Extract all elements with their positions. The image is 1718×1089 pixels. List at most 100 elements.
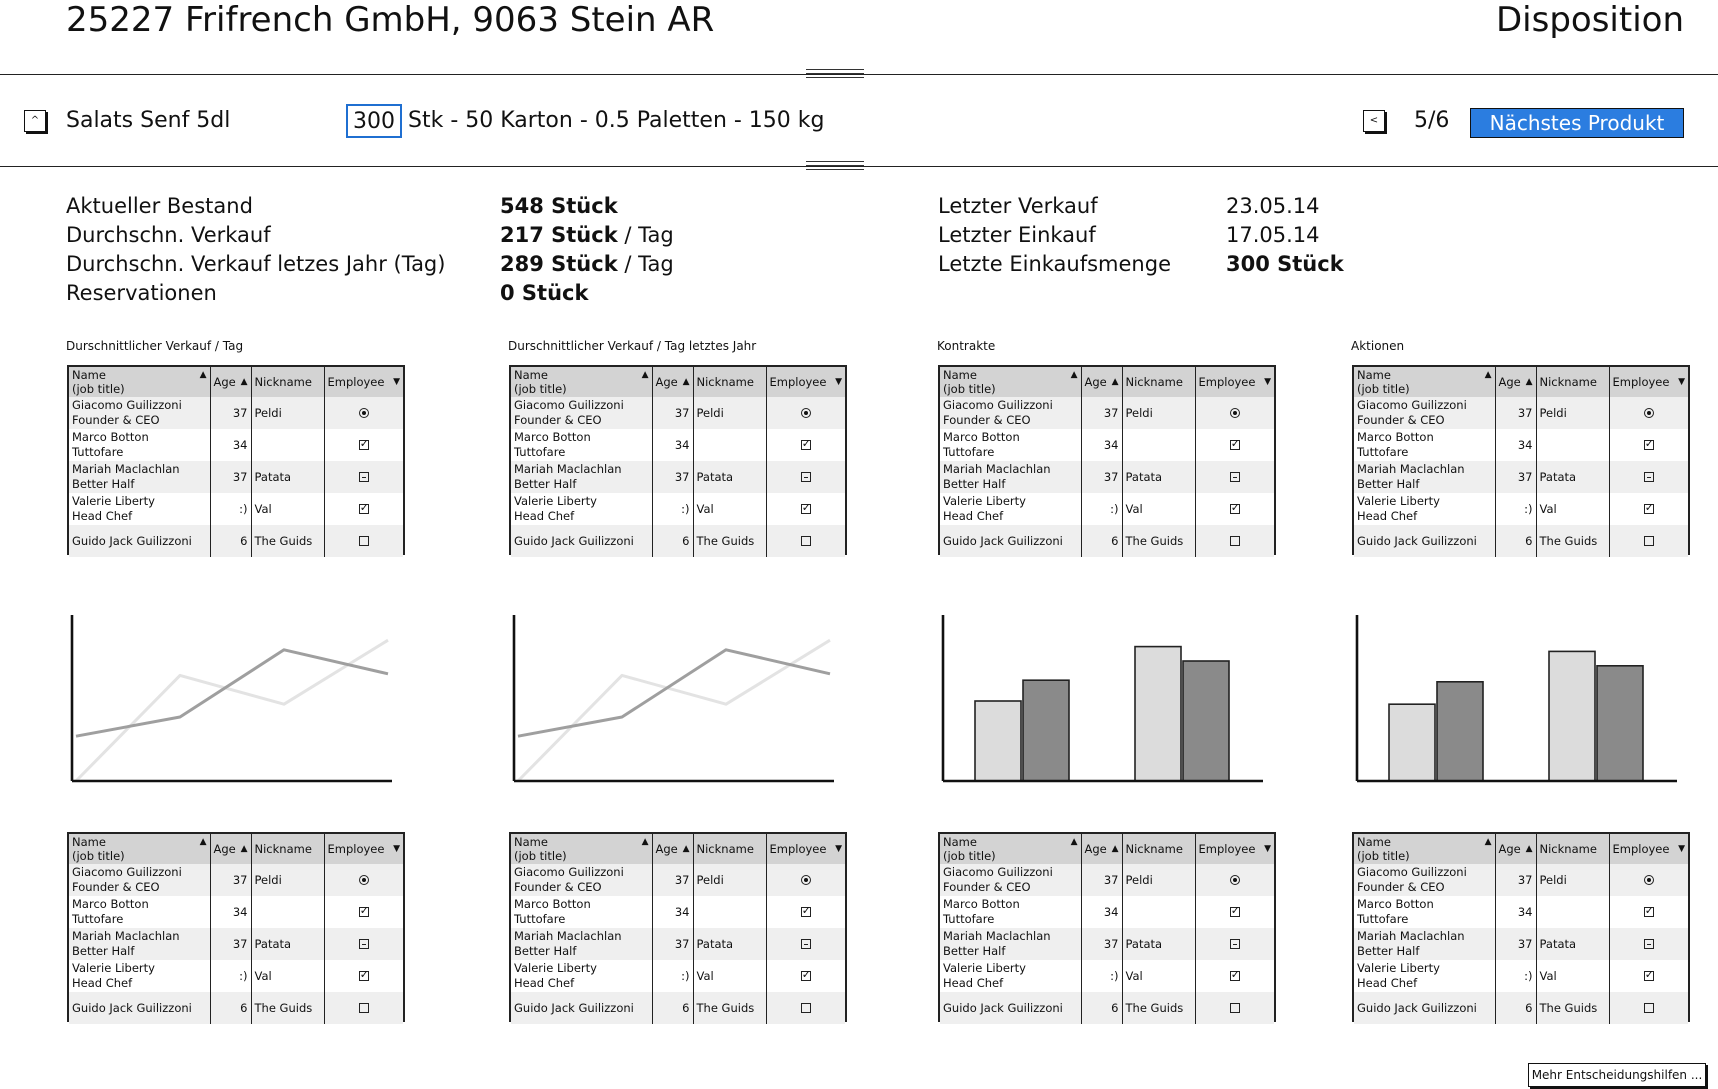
checkbox-checked-icon[interactable] [1643,500,1654,515]
checkbox-checked-icon[interactable] [358,436,369,451]
table-row[interactable]: Giacomo Guilizzoni Founder & CEO 37 Peldi [1354,397,1688,429]
column-header-employee[interactable]: Employee ▼ [766,834,845,864]
table-row[interactable]: Mariah Maclachlan Better Half 37 Patata [69,461,403,493]
data-table[interactable]: ▲ Name (job title) Age ▲ Nickname Employee ▼ Gia… [938,365,1276,557]
table-row[interactable]: Guido Jack Guilizzoni 6 The Guids [69,525,403,557]
checkbox-checked-icon[interactable] [358,500,369,515]
column-header-name[interactable]: ▲ Name (job title) [1354,367,1496,397]
table-row[interactable]: Valerie Liberty Head Chef:) Val [511,960,845,992]
radio-selected-icon[interactable] [800,408,811,418]
table-row[interactable]: Mariah Maclachlan Better Half 37 Patata [1354,928,1688,960]
column-header-nickname[interactable]: Nickname [1536,367,1610,397]
data-table[interactable]: ▲ Name (job title) Age ▲ Nickname Employee ▼ Gia… [1352,832,1690,1024]
table-row[interactable]: Valerie Liberty Head Chef:) Val [511,493,845,525]
data-table[interactable]: ▲ Name (job title) Age ▲ Nickname Employee ▼ Gia… [67,832,405,1024]
column-header-age[interactable]: Age ▲ [210,367,252,397]
radio-selected-icon[interactable] [1229,875,1240,885]
column-header-nickname[interactable]: Nickname [1536,834,1610,864]
column-header-age[interactable]: Age ▲ [652,367,694,397]
checkbox-checked-icon[interactable] [1643,903,1654,918]
column-header-nickname[interactable]: Nickname [251,367,325,397]
radio-selected-icon[interactable] [800,875,811,885]
table-row[interactable]: Valerie Liberty Head Chef:) Val [1354,960,1688,992]
column-header-employee[interactable]: Employee ▼ [324,834,403,864]
column-header-nickname[interactable]: Nickname [251,834,325,864]
table-row[interactable]: Valerie Liberty Head Chef:) Val [1354,493,1688,525]
checkbox-empty-icon[interactable] [358,1003,369,1013]
column-header-name[interactable]: ▲ Name (job title) [511,834,653,864]
table-row[interactable]: Giacomo Guilizzoni Founder & CEO 37 Peldi [940,397,1274,429]
column-header-age[interactable]: Age ▲ [1081,367,1123,397]
checkbox-checked-icon[interactable] [800,903,811,918]
table-row[interactable]: Mariah Maclachlan Better Half 37 Patata [940,461,1274,493]
table-row[interactable]: Valerie Liberty Head Chef:) Val [69,960,403,992]
table-row[interactable]: Guido Jack Guilizzoni 6 The Guids [511,992,845,1024]
collapse-button[interactable]: ^ [24,110,46,132]
table-row[interactable]: Guido Jack Guilizzoni 6 The Guids [940,525,1274,557]
table-row[interactable]: Giacomo Guilizzoni Founder & CEO 37 Peldi [511,397,845,429]
checkbox-checked-icon[interactable] [1229,967,1240,982]
checkbox-checked-icon[interactable] [800,436,811,451]
column-header-nickname[interactable]: Nickname [1122,367,1196,397]
checkbox-checked-icon[interactable] [358,903,369,918]
checkbox-checked-icon[interactable] [1229,903,1240,918]
splitter-handle-bottom[interactable] [806,158,864,172]
data-table[interactable]: ▲ Name (job title) Age ▲ Nickname Employee ▼ Gia… [1352,365,1690,557]
column-header-name[interactable]: ▲ Name (job title) [1354,834,1496,864]
checkbox-indeterminate-icon[interactable] [1643,939,1654,949]
column-header-name[interactable]: ▲ Name (job title) [69,834,211,864]
previous-product-button[interactable]: < [1363,110,1385,132]
table-row[interactable]: Marco Botton Tuttofare 34 [511,429,845,461]
checkbox-checked-icon[interactable] [1643,436,1654,451]
table-row[interactable]: Giacomo Guilizzoni Founder & CEO 37 Peldi [69,397,403,429]
radio-selected-icon[interactable] [1643,875,1654,885]
data-table[interactable]: ▲ Name (job title) Age ▲ Nickname Employee ▼ Gia… [509,832,847,1024]
checkbox-checked-icon[interactable] [800,967,811,982]
column-header-employee[interactable]: Employee ▼ [1195,834,1274,864]
radio-selected-icon[interactable] [1643,408,1654,418]
table-row[interactable]: Marco Botton Tuttofare 34 [1354,429,1688,461]
column-header-nickname[interactable]: Nickname [693,367,767,397]
column-header-age[interactable]: Age ▲ [1081,834,1123,864]
table-row[interactable]: Marco Botton Tuttofare 34 [511,896,845,928]
column-header-employee[interactable]: Employee ▼ [766,367,845,397]
column-header-nickname[interactable]: Nickname [693,834,767,864]
checkbox-indeterminate-icon[interactable] [358,472,369,482]
table-row[interactable]: Giacomo Guilizzoni Founder & CEO 37 Peldi [1354,864,1688,896]
radio-selected-icon[interactable] [358,875,369,885]
column-header-name[interactable]: ▲ Name (job title) [69,367,211,397]
quantity-input[interactable] [346,104,402,138]
checkbox-checked-icon[interactable] [1229,436,1240,451]
column-header-age[interactable]: Age ▲ [1495,367,1537,397]
checkbox-empty-icon[interactable] [358,536,369,546]
table-row[interactable]: Mariah Maclachlan Better Half 37 Patata [511,461,845,493]
checkbox-empty-icon[interactable] [800,536,811,546]
radio-selected-icon[interactable] [1229,408,1240,418]
checkbox-checked-icon[interactable] [1643,967,1654,982]
column-header-name[interactable]: ▲ Name (job title) [511,367,653,397]
table-row[interactable]: Giacomo Guilizzoni Founder & CEO 37 Peldi [69,864,403,896]
checkbox-empty-icon[interactable] [1643,1003,1654,1013]
checkbox-indeterminate-icon[interactable] [358,939,369,949]
table-row[interactable]: Guido Jack Guilizzoni 6 The Guids [511,525,845,557]
next-product-button[interactable]: Nächstes Produkt [1470,108,1684,138]
table-row[interactable]: Mariah Maclachlan Better Half 37 Patata [511,928,845,960]
more-decision-aids-button[interactable]: Mehr Entscheidungshilfen ... [1528,1063,1706,1087]
column-header-employee[interactable]: Employee ▼ [1609,367,1688,397]
column-header-age[interactable]: Age ▲ [210,834,252,864]
table-row[interactable]: Guido Jack Guilizzoni 6 The Guids [940,992,1274,1024]
table-row[interactable]: Marco Botton Tuttofare 34 [1354,896,1688,928]
table-row[interactable]: Marco Botton Tuttofare 34 [940,896,1274,928]
table-row[interactable]: Mariah Maclachlan Better Half 37 Patata [940,928,1274,960]
column-header-employee[interactable]: Employee ▼ [1195,367,1274,397]
checkbox-empty-icon[interactable] [1229,1003,1240,1013]
table-row[interactable]: Marco Botton Tuttofare 34 [69,896,403,928]
checkbox-empty-icon[interactable] [1643,536,1654,546]
column-header-name[interactable]: ▲ Name (job title) [940,834,1082,864]
table-row[interactable]: Mariah Maclachlan Better Half 37 Patata [1354,461,1688,493]
table-row[interactable]: Guido Jack Guilizzoni 6 The Guids [69,992,403,1024]
table-row[interactable]: Mariah Maclachlan Better Half 37 Patata [69,928,403,960]
column-header-employee[interactable]: Employee ▼ [1609,834,1688,864]
checkbox-empty-icon[interactable] [1229,536,1240,546]
column-header-age[interactable]: Age ▲ [652,834,694,864]
